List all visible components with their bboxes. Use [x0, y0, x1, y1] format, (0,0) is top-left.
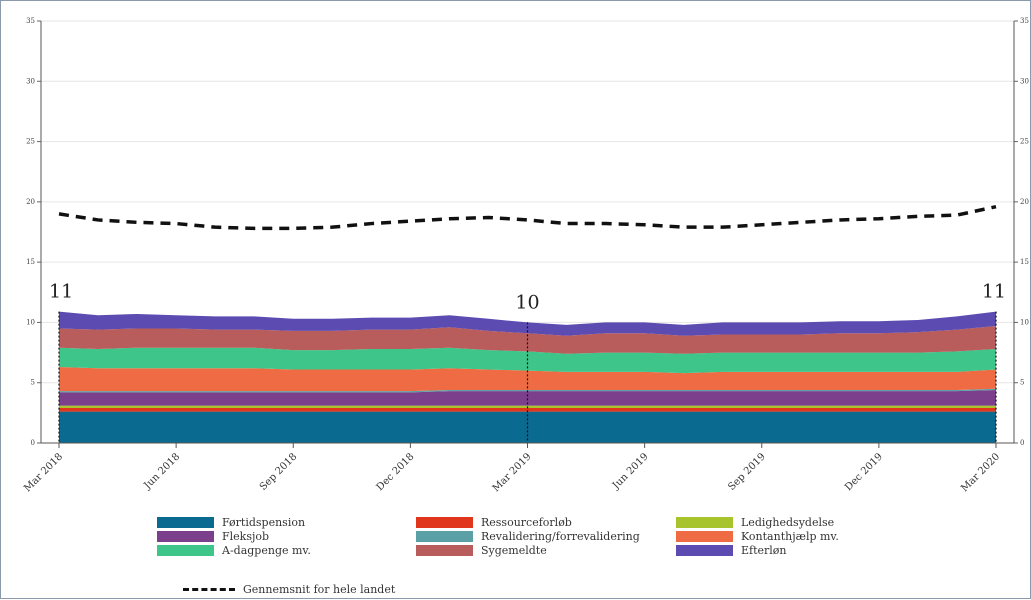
legend-label: Efterløn [741, 544, 787, 557]
legend-swatch [676, 545, 733, 556]
legend-label: Ressourceforløb [481, 516, 572, 529]
annotation-label: 11 [49, 281, 73, 303]
y-tick-label-right: 30 [1020, 77, 1029, 85]
y-tick-label-left: 25 [26, 138, 35, 146]
y-tick-label-left: 5 [31, 379, 35, 387]
legend-label: Ledighedsydelse [741, 516, 835, 529]
y-tick-label-left: 10 [26, 318, 35, 326]
legend-item: Sygemeldte [416, 544, 547, 557]
x-tick-label: Jun 2018 [142, 451, 183, 492]
legend-item-average: Gennemsnit for hele landet [157, 583, 395, 596]
legend: Førtidspension Ressourceforløb Ledighedsyd… [157, 516, 1017, 600]
x-tick-label: Sep 2018 [258, 451, 300, 493]
x-tick-label: Mar 2019 [491, 451, 534, 494]
area-chart: 0 0 5 5 10 10 15 15 20 20 25 25 30 30 35 35 11 10 11 Mar 20… [22, 17, 1029, 494]
legend-dash [183, 588, 235, 591]
legend-item: Ledighedsydelse [676, 516, 834, 529]
legend-swatch [676, 531, 733, 542]
x-tick-label: Dec 2018 [375, 451, 417, 493]
y-tick-label-left: 0 [31, 439, 35, 447]
y-tick-label-right: 0 [1020, 439, 1024, 447]
y-tick-label-right: 20 [1020, 198, 1029, 206]
x-tick-label: Dec 2019 [843, 451, 885, 493]
legend-swatch [416, 531, 473, 542]
y-tick-label-left: 35 [26, 17, 35, 25]
x-tick-label: Jun 2019 [610, 451, 651, 492]
legend-item: Ressourceforløb [416, 516, 572, 529]
y-tick-label-left: 30 [26, 77, 35, 85]
y-tick-label-right: 10 [1020, 318, 1029, 326]
legend-swatch [157, 545, 214, 556]
legend-label: Revalidering/forrevalidering [481, 530, 640, 543]
x-tick-label: Mar 2020 [959, 451, 1002, 494]
annotation-label: 11 [982, 281, 1006, 303]
legend-swatch [157, 517, 214, 528]
legend-label: Fleksjob [222, 530, 270, 543]
annotation-label: 10 [515, 291, 539, 313]
legend-swatch [157, 531, 214, 542]
legend-item: Revalidering/forrevalidering [416, 530, 640, 543]
legend-item: A-dagpenge mv. [157, 544, 311, 557]
area-series-1 [59, 408, 996, 412]
x-tick-label: Sep 2019 [726, 451, 768, 493]
average-line [58, 204, 997, 231]
legend-swatch [416, 517, 473, 528]
legend-item: Fleksjob [157, 530, 269, 543]
y-tick-label-right: 5 [1020, 379, 1024, 387]
legend-swatch [416, 545, 473, 556]
legend-item: Efterløn [676, 544, 787, 557]
legend-swatch [676, 517, 733, 528]
legend-label: Gennemsnit for hele landet [243, 583, 396, 596]
y-tick-label-left: 20 [26, 198, 35, 206]
y-tick-label-right: 15 [1020, 258, 1029, 266]
legend-label: A-dagpenge mv. [222, 544, 311, 557]
legend-label: Kontanthjælp mv. [741, 530, 839, 543]
y-tick-label-right: 35 [1020, 17, 1029, 25]
legend-item: Førtidspension [157, 516, 305, 529]
legend-label: Sygemeldte [481, 544, 547, 557]
y-tick-label-right: 25 [1020, 138, 1029, 146]
legend-label: Førtidspension [222, 516, 306, 529]
y-tick-label-left: 15 [26, 258, 35, 266]
area-series-3 [59, 389, 996, 406]
legend-item: Kontanthjælp mv. [676, 530, 839, 543]
x-tick-label: Mar 2018 [22, 451, 65, 494]
